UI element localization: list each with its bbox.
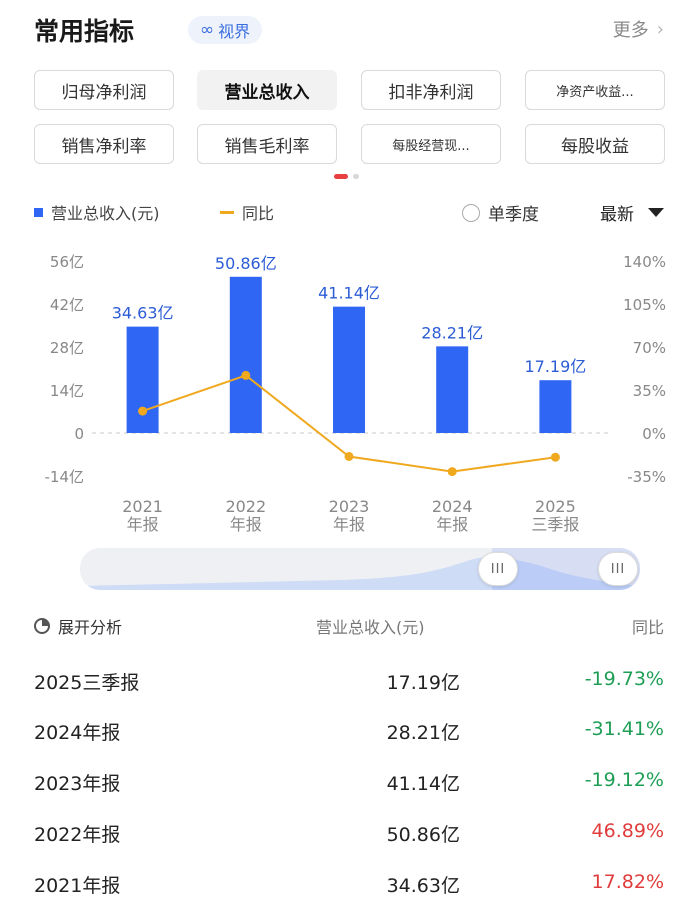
row-value: 17.19亿	[386, 672, 460, 694]
chip-eps[interactable]: 每股收益	[525, 124, 665, 164]
row-yoy: 46.89%	[591, 820, 664, 842]
bar-value-label: 28.21亿	[421, 323, 483, 342]
left-axis-tick: 14亿	[50, 382, 84, 400]
right-axis-tick: 140%	[623, 253, 666, 271]
section-title: 常用指标	[34, 17, 135, 46]
bar-value-label: 34.63亿	[112, 304, 174, 323]
revenue-chart: 56亿 42亿 28亿 14亿 0 -14亿 140% 105% 70% 35% 0% -35% 34.…	[45, 253, 667, 534]
row-period: 2022年报	[34, 824, 121, 846]
yoy-point	[138, 406, 148, 416]
yoy-point	[550, 452, 560, 462]
x-axis-report-type: 年报	[333, 515, 365, 534]
row-period: 2021年报	[34, 875, 121, 897]
legend-revenue-label: 营业总收入(元)	[51, 204, 160, 223]
vision-badge[interactable]: ∞ 视界	[188, 16, 263, 44]
table-row: 2025三季报 17.19亿 -19.73%	[34, 668, 664, 698]
table-row: 2022年报 50.86亿 46.89%	[34, 820, 664, 850]
infinity-icon: ∞	[200, 20, 215, 40]
yoy-point	[447, 467, 457, 477]
revenue-bar	[436, 346, 469, 433]
yoy-point	[344, 451, 354, 461]
chip-deducted-net-profit[interactable]: 扣非净利润	[361, 70, 501, 110]
row-period: 2023年报	[34, 773, 121, 795]
row-value: 28.21亿	[386, 722, 460, 744]
slider-preview	[80, 548, 640, 590]
more-label: 更多	[612, 20, 649, 41]
page-dot	[353, 174, 359, 179]
left-axis-tick: 0	[74, 425, 84, 443]
left-axis-tick: 56亿	[50, 253, 84, 271]
slider-handle-right[interactable]: III	[598, 552, 638, 586]
page-dot-active	[334, 174, 348, 179]
chip-total-revenue[interactable]: 营业总收入	[197, 70, 337, 110]
row-yoy: 17.82%	[591, 871, 664, 893]
row-period: 2024年报	[34, 722, 121, 744]
row-yoy: -19.12%	[584, 769, 664, 791]
bar-value-label: 41.14亿	[318, 284, 380, 303]
right-axis-tick: 105%	[623, 296, 666, 314]
x-axis-report-type: 年报	[127, 515, 159, 534]
range-slider[interactable]	[80, 548, 640, 590]
revenue-bar	[333, 306, 365, 433]
x-axis-report-type: 年报	[436, 515, 468, 534]
x-axis-report-type: 年报	[230, 515, 262, 534]
chip-gross-margin[interactable]: 销售毛利率	[197, 124, 337, 164]
single-quarter-toggle[interactable]: 单季度	[462, 200, 539, 225]
x-axis-year: 2022	[225, 497, 266, 516]
x-axis-year: 2025	[535, 497, 576, 516]
chip-net-margin[interactable]: 销售净利率	[34, 124, 174, 164]
table-header: 展开分析 营业总收入(元) 同比	[34, 614, 664, 642]
right-axis-tick: 0%	[642, 425, 666, 443]
x-axis-year: 2021	[122, 497, 163, 516]
row-value: 41.14亿	[386, 773, 460, 795]
left-axis-tick: -14亿	[45, 468, 85, 486]
row-yoy: -19.73%	[584, 668, 664, 690]
bar-swatch	[34, 207, 43, 217]
single-quarter-label: 单季度	[488, 205, 539, 225]
chip-roe[interactable]: 净资产收益...	[525, 70, 665, 110]
revenue-bar	[126, 326, 159, 433]
slider-handle-left[interactable]: III	[478, 552, 518, 586]
right-axis-tick: 35%	[633, 382, 666, 400]
vision-label: 视界	[218, 22, 251, 41]
col-header-revenue: 营业总收入(元)	[316, 618, 425, 637]
revenue-bar	[229, 276, 262, 433]
yoy-point	[241, 370, 251, 380]
chip-net-profit-parent[interactable]: 归母净利润	[34, 70, 174, 110]
expand-analysis-button[interactable]: 展开分析	[34, 614, 122, 638]
pie-chart-icon	[34, 618, 50, 634]
chip-operating-cash-per-share[interactable]: 每股经营现...	[361, 124, 501, 164]
table-row: 2023年报 41.14亿 -19.12%	[34, 769, 664, 799]
chart-legend: 营业总收入(元) 同比 单季度 最新	[34, 200, 664, 226]
bar-value-label: 17.19亿	[524, 357, 586, 376]
radio-icon[interactable]	[462, 203, 480, 222]
right-axis-tick: -35%	[627, 468, 666, 486]
left-axis-tick: 28亿	[50, 339, 84, 357]
row-period: 2025三季报	[34, 672, 140, 694]
x-axis-year: 2023	[329, 497, 370, 516]
row-yoy: -31.41%	[584, 718, 664, 740]
x-axis-year: 2024	[432, 497, 473, 516]
row-value: 34.63亿	[386, 875, 460, 897]
legend-revenue[interactable]: 营业总收入(元)	[34, 200, 160, 224]
table-row: 2024年报 28.21亿 -31.41%	[34, 718, 664, 748]
line-swatch	[220, 210, 234, 214]
header: 常用指标 ∞ 视界 更多 ›	[0, 0, 698, 58]
legend-yoy[interactable]: 同比	[220, 200, 274, 224]
x-axis-report-type: 三季报	[531, 515, 579, 534]
expand-analysis-label: 展开分析	[58, 618, 123, 637]
more-link[interactable]: 更多 ›	[613, 16, 664, 42]
table-row: 2021年报 34.63亿 17.82%	[34, 871, 664, 901]
row-value: 50.86亿	[386, 824, 460, 846]
right-axis-tick: 70%	[633, 339, 666, 357]
sort-dropdown[interactable]: 最新	[600, 200, 664, 225]
sort-label: 最新	[600, 205, 634, 225]
legend-yoy-label: 同比	[242, 204, 275, 223]
bar-value-label: 50.86亿	[215, 254, 277, 273]
left-axis-tick: 42亿	[50, 296, 84, 314]
col-header-yoy: 同比	[631, 618, 664, 637]
revenue-bar	[539, 380, 572, 433]
chevron-right-icon: ›	[656, 18, 664, 40]
caret-down-icon	[648, 208, 664, 217]
